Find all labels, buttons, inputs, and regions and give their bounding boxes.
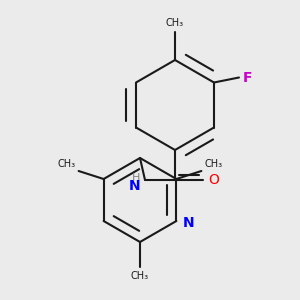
Text: CH₃: CH₃ (166, 18, 184, 28)
Text: H: H (132, 173, 140, 183)
Text: N: N (128, 179, 140, 193)
Text: F: F (243, 70, 253, 85)
Text: O: O (208, 173, 219, 187)
Text: CH₃: CH₃ (131, 271, 149, 281)
Text: CH₃: CH₃ (204, 159, 223, 169)
Text: N: N (182, 216, 194, 230)
Text: CH₃: CH₃ (58, 159, 76, 169)
